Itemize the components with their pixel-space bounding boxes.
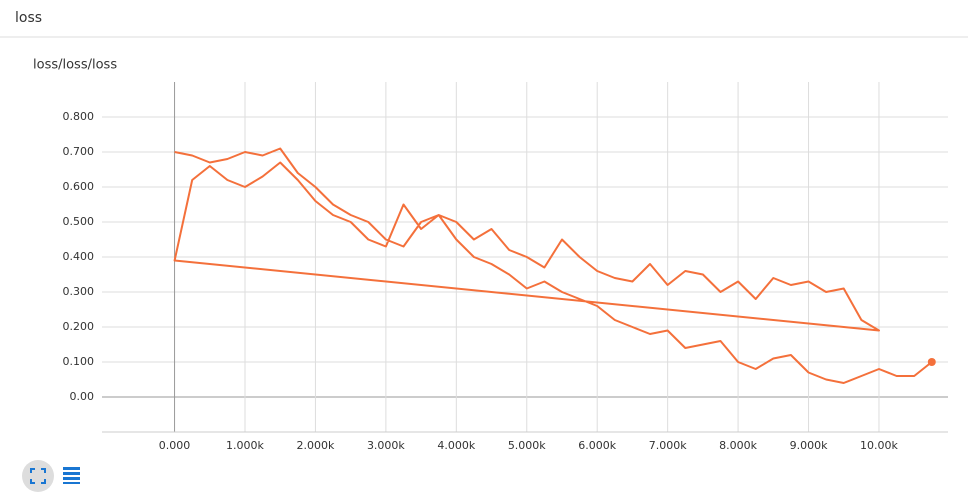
plot: 0.00 0.100 0.200 0.300 0.400 0.500 0.600 0.700 0… <box>63 82 948 452</box>
fit-button[interactable] <box>22 460 54 492</box>
y-tick-label: 0.00 <box>70 390 95 403</box>
y-tick-label: 0.500 <box>63 215 95 228</box>
x-tick-label: 7.000k <box>649 439 687 452</box>
y-tick-label: 0.700 <box>63 145 95 158</box>
loss-line <box>173 147 933 384</box>
x-tick-label: 0.000 <box>159 439 191 452</box>
data-toggle-button[interactable] <box>63 467 80 484</box>
x-tick-label: 8.000k <box>719 439 757 452</box>
y-tick-label: 0.800 <box>63 110 95 123</box>
x-tick-label: 3.000k <box>367 439 405 452</box>
x-tick-label: 6.000k <box>578 439 616 452</box>
x-tick-label: 2.000k <box>296 439 334 452</box>
y-tick-label: 0.300 <box>63 285 95 298</box>
x-tick-label: 4.000k <box>437 439 475 452</box>
chart-title: loss/loss/loss <box>33 58 117 73</box>
header-title: loss <box>15 10 42 26</box>
x-tick-label: 5.000k <box>508 439 546 452</box>
x-tick-label: 10.00k <box>860 439 898 452</box>
header-bar <box>0 0 968 37</box>
x-tick-label: 1.000k <box>226 439 264 452</box>
y-tick-label: 0.400 <box>63 250 95 263</box>
last-point <box>927 358 936 366</box>
x-tick-label: 9.000k <box>790 439 828 452</box>
y-tick-label: 0.200 <box>63 320 95 333</box>
y-tick-label: 0.600 <box>63 180 95 193</box>
y-tick-label: 0.100 <box>63 355 95 368</box>
